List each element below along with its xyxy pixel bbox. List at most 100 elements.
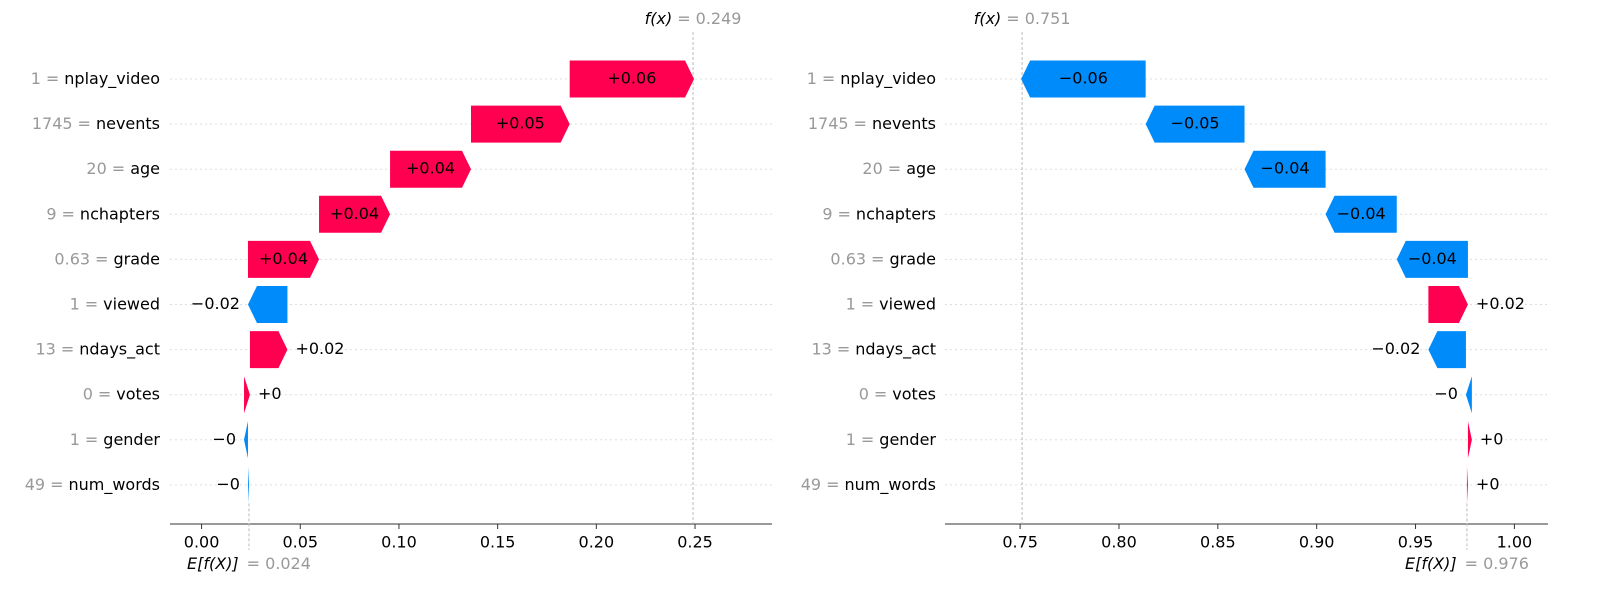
feature-name: nchapters (856, 204, 936, 223)
separator: = (871, 249, 884, 268)
separator: = (1006, 9, 1019, 28)
base-label: E[f(X)] (187, 554, 239, 573)
feature-name: num_words (68, 474, 160, 494)
base-value: 0.976 (1483, 554, 1529, 573)
separator: = (247, 554, 260, 573)
bar (1021, 60, 1146, 98)
feature-label: 1 = viewed (846, 294, 936, 313)
fx-text: f(x) = 0.751 (974, 9, 1071, 28)
feature-name: nevents (872, 114, 936, 133)
bar (1428, 331, 1466, 369)
separator: = (677, 9, 690, 28)
separator: = (78, 114, 91, 133)
value-label: +0.04 (330, 204, 379, 223)
feature-name: grade (113, 249, 160, 268)
bar (247, 286, 288, 323)
x-tick-label: 1.00 (1497, 533, 1533, 552)
separator: = (822, 69, 835, 88)
feature-value: 1745 (808, 114, 849, 133)
bar (247, 240, 320, 278)
feature-value: 9 (46, 204, 56, 223)
feature-value: 49 (25, 474, 45, 493)
x-tick-label: 0.80 (1101, 533, 1137, 552)
feature-label: 13 = ndays_act (35, 339, 160, 359)
fx-text: f(x) = 0.249 (645, 9, 742, 28)
x-tick-label: 0.10 (381, 533, 417, 552)
value-label: −0.02 (1371, 339, 1420, 358)
bar (390, 150, 471, 188)
base-text: E[f(X)] = 0.024 (187, 554, 311, 573)
feature-label: 1 = viewed (70, 294, 160, 313)
x-tick-label: 0.15 (480, 533, 516, 552)
separator: = (98, 384, 111, 403)
separator: = (85, 294, 98, 313)
fx-value: 0.751 (1025, 9, 1071, 28)
bar (1428, 286, 1468, 323)
feature-label: 0.63 = grade (830, 249, 936, 268)
value-label: −0.02 (191, 294, 240, 313)
value-label: +0 (1476, 474, 1500, 493)
value-label: −0 (212, 429, 236, 448)
feature-label: 1 = gender (846, 429, 937, 448)
base-text: E[f(X)] = 0.976 (1405, 554, 1529, 573)
feature-value: 0 (83, 384, 93, 403)
feature-name: age (130, 159, 160, 178)
bar (1465, 376, 1472, 414)
separator: = (61, 339, 74, 358)
value-label: +0.05 (496, 114, 545, 133)
feature-label: 49 = num_words (25, 474, 160, 494)
separator: = (861, 294, 874, 313)
feature-label: 1 = gender (70, 429, 161, 448)
feature-value: 13 (35, 339, 55, 358)
feature-label: 1745 = nevents (808, 114, 936, 133)
feature-value: 1 (846, 429, 856, 448)
value-label: −0.04 (1408, 249, 1457, 268)
feature-label: 0 = votes (83, 384, 160, 403)
bar (247, 466, 249, 504)
feature-value: 49 (801, 474, 821, 493)
separator: = (112, 159, 125, 178)
feature-name: ndays_act (855, 339, 936, 359)
bar (249, 331, 288, 369)
base-label: E[f(X)] (1405, 554, 1457, 573)
separator: = (874, 384, 887, 403)
feature-name: nchapters (80, 204, 160, 223)
feature-value: 20 (862, 159, 882, 178)
feature-label: 1 = nplay_video (31, 69, 160, 89)
bar (1145, 105, 1245, 143)
bar (244, 376, 250, 414)
bar (319, 195, 391, 233)
feature-value: 9 (822, 204, 832, 223)
value-label: +0.06 (607, 69, 656, 88)
bar (569, 60, 695, 98)
bar (1396, 240, 1468, 278)
feature-value: 1 (70, 294, 80, 313)
feature-value: 0 (859, 384, 869, 403)
feature-name: nevents (96, 114, 160, 133)
feature-name: viewed (879, 294, 936, 313)
x-tick-label: 0.90 (1299, 533, 1335, 552)
bar (471, 105, 570, 143)
feature-name: nplay_video (64, 69, 160, 89)
feature-value: 0.63 (830, 249, 866, 268)
bar (1325, 195, 1397, 233)
x-tick-label: 0.20 (579, 533, 615, 552)
feature-value: 1745 (32, 114, 73, 133)
feature-name: age (906, 159, 936, 178)
value-label: +0.04 (406, 159, 455, 178)
x-tick-label: 0.05 (282, 533, 318, 552)
fx-value: 0.249 (696, 9, 742, 28)
feature-value: 1 (807, 69, 817, 88)
separator: = (854, 114, 867, 133)
value-label: −0.06 (1059, 69, 1108, 88)
value-label: −0 (216, 474, 240, 493)
feature-label: 49 = num_words (801, 474, 936, 494)
separator: = (95, 249, 108, 268)
feature-name: ndays_act (79, 339, 160, 359)
fx-label: f(x) (974, 9, 1002, 28)
base-value: 0.024 (265, 554, 311, 573)
value-label: +0 (1480, 429, 1504, 448)
value-label: −0.05 (1171, 114, 1220, 133)
separator: = (838, 204, 851, 223)
